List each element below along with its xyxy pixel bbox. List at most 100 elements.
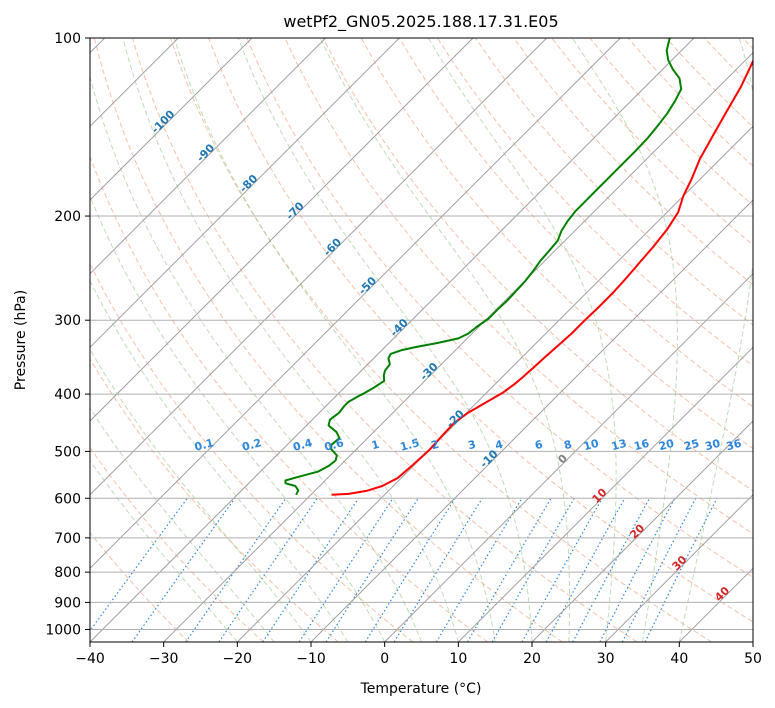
isotherm-line (90, 38, 474, 422)
x-tick-label: 0 (380, 651, 389, 667)
y-tick-label: 300 (54, 313, 81, 329)
moist-adiabat-line (122, 38, 459, 642)
mixing-ratio-label: 36 (725, 437, 743, 454)
y-axis-title: Pressure (hPa) (13, 290, 29, 390)
chart-title: wetPf2_GN05.2025.188.17.31.E05 (283, 12, 558, 32)
moist-adiabat-line (319, 38, 570, 642)
mixing-ratio-line (218, 497, 318, 642)
dry-adiabat-line (90, 446, 264, 642)
plot-frame (89, 37, 754, 643)
series-temperature-line (331, 58, 753, 496)
x-tick-label: −40 (75, 651, 105, 667)
mixing-ratio-label: 10 (582, 437, 600, 454)
moist-adiabat-line (427, 38, 617, 642)
dry-adiabat-line (513, 38, 753, 286)
mixing-ratio-label: 30 (704, 437, 722, 454)
mixing-ratio-line (621, 498, 697, 642)
mixing-ratio-label: 3 (467, 438, 478, 453)
series-layer (284, 38, 753, 496)
mixing-ratio-line (599, 498, 676, 642)
mixing-ratio-line (131, 497, 236, 642)
dry-adiabat-line (90, 155, 488, 642)
mixing-ratio-line (545, 498, 626, 642)
plot-background (90, 38, 753, 642)
isotherm-line (90, 38, 400, 349)
mixing-ratio-line (644, 498, 718, 642)
dry-adiabat-line (208, 38, 753, 623)
isotherm-line (605, 493, 753, 642)
mixing-ratio-label: 6 (533, 438, 544, 453)
y-tick-label: 900 (54, 595, 81, 611)
mixing-ratio-line (364, 497, 456, 642)
isotherm-line (163, 51, 753, 642)
isotherm-line (457, 346, 753, 642)
x-tick-label: 50 (744, 651, 762, 667)
isotherm-line (90, 38, 695, 642)
y-tick-label: 500 (54, 444, 81, 460)
mixing-ratio-label: 1 (370, 438, 381, 453)
isotherm-line (90, 38, 253, 201)
moist-adiabat-line (237, 38, 533, 642)
y-tick-label: 600 (54, 491, 81, 507)
dry-adiabat-line (93, 38, 563, 642)
x-tick-label: −20 (223, 651, 253, 667)
mixing-ratio-line (90, 497, 188, 632)
mixing-ratio-label: 0.4 (292, 436, 315, 454)
y-tick-label: 800 (54, 565, 81, 581)
dry-adiabat-line (170, 38, 712, 642)
x-tick-label: 40 (670, 651, 688, 667)
y-tick-label: 700 (54, 531, 81, 547)
mixing-ratio-line (572, 498, 651, 642)
moist-adiabat-line (173, 38, 496, 642)
x-tick-label: 20 (523, 651, 541, 667)
dry-adiabat-line (131, 38, 638, 642)
x-tick-label: 30 (597, 651, 615, 667)
isotherm-line (531, 420, 753, 642)
mixing-ratio-label: 25 (683, 437, 701, 454)
mixing-ratio-label: 16 (633, 437, 651, 454)
y-tick-label: 200 (54, 209, 81, 225)
moist-adiabat-line (571, 38, 678, 642)
mixing-ratio-label: 4 (494, 438, 505, 453)
dry-adiabat-line (284, 38, 753, 535)
dry-adiabat-line (90, 358, 339, 642)
mixing-ratio-label: 13 (610, 437, 628, 454)
dry-adiabat-line (436, 38, 753, 367)
mixing-ratio-label: 0.6 (323, 436, 346, 454)
mixing-ratio-label: 0.1 (193, 436, 215, 454)
dry-adiabat-line (246, 38, 753, 578)
axis-ticks: −40 −30 −20 −10 0 10 20 30 40 50 1000 900 800 700 600 5… (45, 31, 762, 667)
moist-adiabat-line (678, 38, 753, 642)
dry-adiabat-line (360, 38, 753, 450)
grid-layer (90, 38, 753, 642)
isotherm-line (752, 641, 753, 642)
y-tick-label: 1000 (45, 622, 81, 638)
isotherm-line (90, 38, 621, 570)
dry-adiabat-line (322, 38, 753, 492)
mixing-ratio-line (262, 497, 360, 642)
x-tick-label: −10 (296, 651, 326, 667)
mixing-ratio-label: 1.5 (399, 436, 421, 454)
mixing-ratio-label: 0.2 (241, 436, 263, 454)
y-tick-label: 400 (54, 387, 81, 403)
x-tick-label: 10 (449, 651, 467, 667)
series-dewpoint-line (284, 38, 683, 496)
mixing-ratio-line (325, 497, 419, 642)
x-tick-label: −30 (149, 651, 179, 667)
dry-adiabat-line (90, 531, 190, 642)
x-axis-title: Temperature (°C) (360, 681, 482, 697)
isotherm-line (236, 125, 753, 642)
mixing-ratio-label: 8 (563, 438, 574, 453)
mixing-ratio-label: 20 (657, 437, 675, 454)
moist-adiabat-line (90, 459, 238, 642)
isotherm-line (90, 38, 548, 496)
y-tick-label: 100 (54, 31, 81, 47)
isotherm-line (384, 272, 753, 642)
mixing-ratio-label: 2 (430, 438, 441, 453)
mixing-ratio-line (393, 497, 483, 642)
isotherm-line (90, 38, 327, 275)
isotherm-line (310, 199, 753, 642)
moist-adiabat-line (90, 194, 386, 642)
